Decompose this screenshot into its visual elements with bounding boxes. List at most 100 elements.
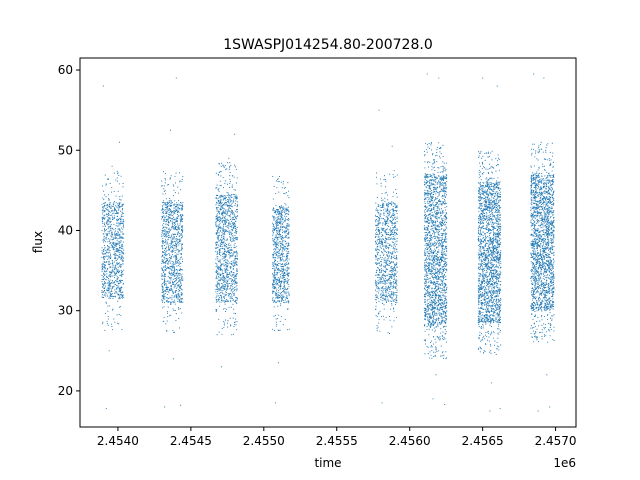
data-point [392, 237, 394, 239]
data-point [166, 218, 168, 220]
data-point [224, 201, 226, 204]
data-point [278, 294, 280, 296]
data-point [226, 287, 228, 289]
data-point [168, 276, 170, 278]
data-point [104, 246, 106, 248]
data-point [173, 266, 175, 268]
data-point [380, 206, 382, 208]
data-point [375, 250, 377, 252]
data-point [288, 190, 290, 192]
data-point [273, 286, 275, 288]
data-point [384, 208, 386, 210]
data-point [101, 247, 103, 249]
data-point [229, 186, 231, 188]
data-point [223, 277, 225, 279]
data-point [286, 218, 288, 220]
data-point [233, 196, 235, 198]
data-point [375, 281, 377, 283]
data-point [176, 202, 178, 204]
data-point [273, 277, 275, 279]
data-point [275, 286, 277, 288]
data-point [286, 260, 289, 262]
data-point [172, 247, 174, 249]
data-point [275, 248, 277, 250]
data-point [376, 325, 378, 327]
data-point [393, 238, 395, 240]
data-point [115, 287, 118, 289]
data-point [230, 223, 232, 225]
data-point [114, 236, 116, 238]
data-point [390, 232, 392, 234]
data-point [176, 220, 179, 222]
data-point [181, 221, 183, 223]
data-point [162, 285, 164, 287]
data-point [223, 253, 225, 255]
data-point [231, 238, 233, 240]
data-point [176, 203, 178, 206]
data-point [103, 284, 105, 286]
data-point [227, 283, 229, 285]
data-point [162, 245, 164, 247]
data-point [119, 282, 121, 284]
data-point [105, 196, 107, 198]
data-point [216, 206, 218, 209]
data-point [236, 211, 239, 213]
data-point [221, 273, 223, 275]
data-point [223, 196, 225, 198]
data-point [218, 292, 220, 294]
data-point [274, 314, 276, 316]
data-point [279, 254, 281, 257]
data-point [176, 211, 179, 214]
data-point [182, 276, 184, 278]
data-point [171, 226, 173, 228]
data-point [436, 274, 439, 276]
data-point [382, 297, 385, 299]
data-point [113, 241, 115, 243]
data-point [231, 286, 233, 288]
data-point [387, 288, 389, 290]
data-point [223, 231, 225, 233]
data-point [174, 222, 176, 225]
data-point [217, 283, 219, 285]
data-point [167, 224, 169, 226]
data-point [220, 239, 222, 241]
data-point [376, 246, 378, 248]
data-point [162, 259, 164, 261]
data-point [272, 237, 274, 239]
data-point [161, 207, 164, 209]
data-point [175, 289, 178, 292]
data-point [170, 247, 172, 249]
data-point [168, 272, 170, 274]
data-point [380, 282, 382, 284]
data-point [225, 264, 227, 266]
data-point [169, 287, 171, 289]
data-point [233, 244, 235, 246]
data-point [170, 200, 172, 202]
data-point [387, 258, 389, 260]
data-point [112, 308, 114, 310]
data-point [396, 249, 398, 251]
data-point [389, 216, 391, 218]
data-point [276, 264, 279, 266]
data-point [105, 184, 107, 186]
data-point [281, 212, 283, 214]
data-point [280, 213, 282, 215]
data-point [233, 218, 235, 220]
data-point [274, 278, 276, 280]
data-point [274, 275, 276, 277]
data-point [177, 228, 179, 230]
data-point [395, 193, 398, 195]
data-point [226, 263, 228, 265]
data-point [174, 200, 176, 202]
data-point [272, 257, 274, 259]
data-point [218, 272, 220, 274]
data-point [284, 217, 286, 219]
data-point [115, 250, 117, 252]
data-point [227, 326, 229, 328]
data-point [388, 251, 390, 253]
data-point [229, 211, 231, 213]
data-point [235, 278, 237, 280]
data-point [167, 202, 169, 204]
data-point [223, 208, 225, 210]
data-point [116, 173, 118, 175]
